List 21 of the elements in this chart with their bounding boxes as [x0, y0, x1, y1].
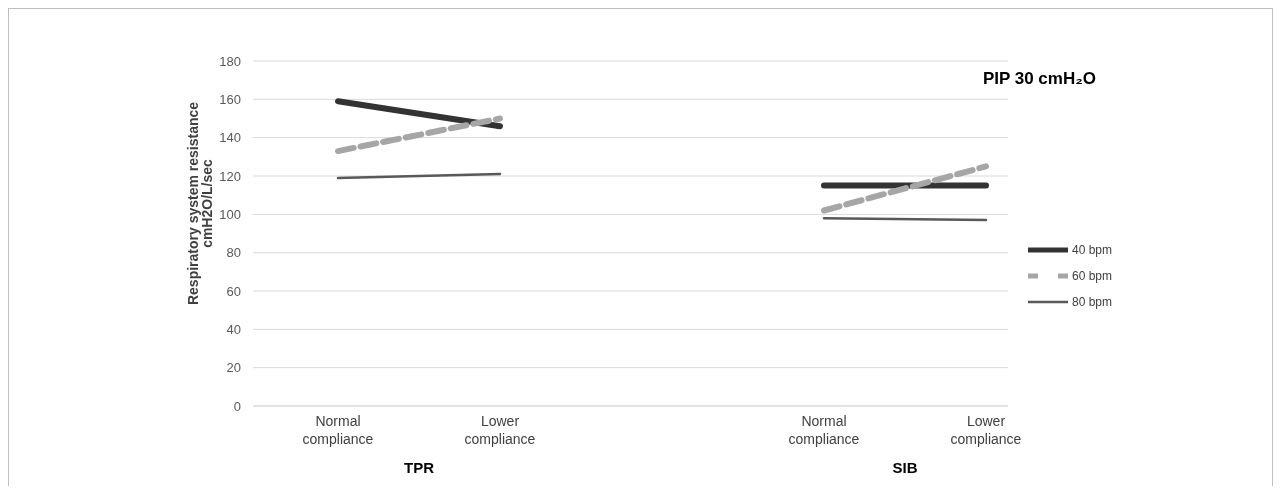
x-tick-label: Normal compliance: [788, 413, 860, 447]
y-tick-label: 120: [219, 168, 241, 184]
x-tick-label: Lower compliance: [950, 413, 1022, 447]
y-tick-label: 80: [226, 245, 241, 261]
y-tick-label: 20: [226, 360, 241, 376]
text: SIB: [892, 459, 918, 476]
text: PIP 30 cmH₂O: [982, 69, 1096, 88]
legend-label: 40 bpm: [1072, 243, 1113, 258]
x-tick-label: Normal compliance: [302, 413, 374, 447]
y-tick-label: 140: [219, 130, 241, 146]
legend-label: 60 bpm: [1072, 269, 1113, 284]
y-tick-label: 0: [233, 398, 241, 414]
y-tick-label: 40: [226, 321, 241, 337]
y-tick-label: 180: [219, 53, 241, 69]
y-tick-label: 60: [226, 283, 241, 299]
legend-label: 80 bpm: [1072, 295, 1113, 310]
y-axis-title: Respiratory system resistance cmH2O/L/sec: [185, 101, 215, 306]
text: TPR: [404, 459, 435, 476]
x-tick-label: Lower compliance: [464, 413, 536, 447]
y-tick-label: 100: [219, 206, 241, 222]
y-tick-label: 160: [219, 91, 241, 107]
